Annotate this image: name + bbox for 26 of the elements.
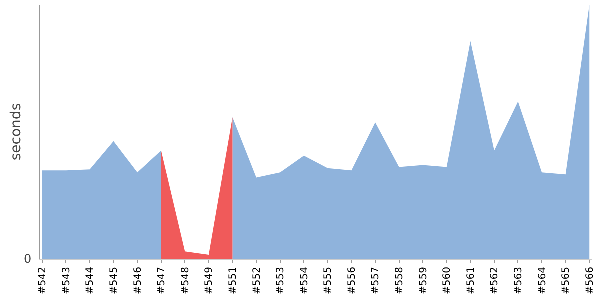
x-tick-label: #544 [85, 267, 96, 294]
y-axis-title: seconds [8, 103, 25, 161]
x-tick-label: #543 [61, 267, 72, 294]
x-tick-label: #557 [370, 267, 382, 294]
x-tick-label: #565 [561, 267, 572, 294]
x-tick-label: #566 [584, 267, 596, 294]
x-tick-label: #564 [537, 267, 548, 294]
text: 0 [24, 252, 32, 266]
x-tick-label: #561 [466, 267, 477, 294]
x-tick-label: #547 [156, 267, 168, 294]
x-tick-label: #562 [490, 267, 501, 294]
x-tick-label: #542 [38, 267, 49, 294]
x-tick-label: #553 [276, 267, 287, 294]
x-tick-label: #552 [252, 267, 263, 294]
x-tick-label: #556 [346, 267, 358, 294]
x-tick-label: #545 [109, 267, 120, 294]
x-tick-label: #558 [394, 267, 406, 294]
x-tick-label: #554 [299, 267, 310, 294]
x-tick-label: #560 [442, 267, 454, 294]
x-tick-label: #549 [204, 267, 216, 294]
x-tick-label: #548 [180, 267, 192, 294]
x-tick-label: #546 [132, 267, 144, 294]
x-tick-label: #551 [228, 267, 239, 294]
x-tick-label: #563 [513, 267, 524, 294]
x-tick-label: #559 [418, 267, 430, 294]
x-tick-label: #555 [323, 267, 334, 294]
